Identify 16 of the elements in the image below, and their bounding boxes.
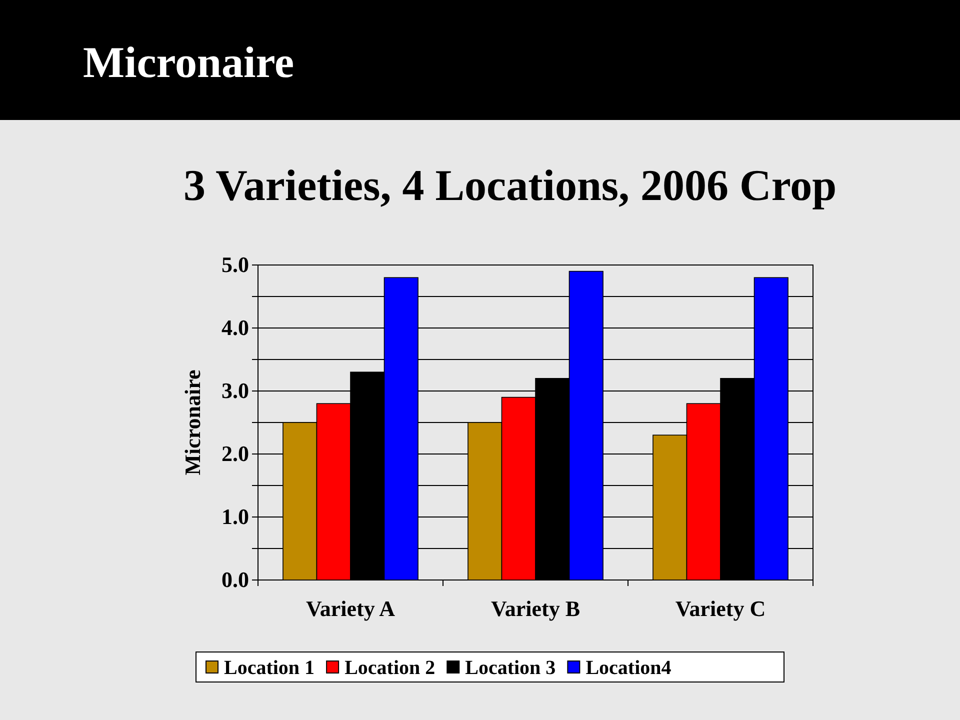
y-tick-label: 5.0 — [222, 252, 249, 278]
y-tick-label: 2.0 — [222, 441, 249, 466]
chart-subtitle: 3 Varieties, 4 Locations, 2006 Crop — [183, 161, 837, 210]
x-tick-label: Variety A — [306, 596, 396, 621]
y-tick-label: 1.0 — [222, 504, 249, 530]
y-tick-label: 3.0 — [222, 378, 249, 404]
legend-label: Location 3 — [465, 657, 556, 679]
legend-label: Location4 — [586, 657, 672, 679]
y-tick-label: 4.0 — [222, 315, 249, 340]
legend-label: Location 1 — [224, 657, 315, 679]
x-tick-label: Variety C — [675, 596, 766, 621]
text: 0.0 — [222, 567, 249, 592]
y-axis-title: Micronaire — [180, 370, 205, 476]
chart-title: Micronaire — [83, 38, 294, 87]
legend-label: Location 2 — [344, 657, 436, 679]
x-tick-label: Variety B — [490, 596, 580, 621]
